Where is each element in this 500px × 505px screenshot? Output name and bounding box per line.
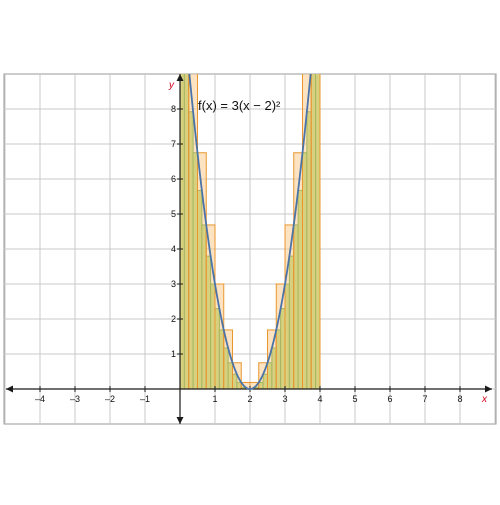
x-axis-arrow-right bbox=[485, 385, 492, 393]
x-tick-label: –1 bbox=[140, 394, 150, 404]
x-tick-label: 4 bbox=[317, 394, 322, 404]
y-tick-label: 2 bbox=[171, 314, 176, 324]
upper-rectangle bbox=[179, 74, 190, 390]
y-axis-label: y bbox=[168, 80, 175, 91]
y-tick-label: 7 bbox=[171, 139, 176, 149]
y-tick-label: 1 bbox=[171, 349, 176, 359]
x-tick-label: 3 bbox=[282, 394, 287, 404]
upper-rectangle bbox=[310, 74, 321, 390]
x-tick-label: 5 bbox=[352, 394, 357, 404]
x-tick-label: 2 bbox=[247, 394, 252, 404]
function-label: f(x) = 3(x − 2)² bbox=[198, 98, 281, 113]
x-tick-label: 1 bbox=[212, 394, 217, 404]
x-tick-label: 8 bbox=[457, 394, 462, 404]
upper-rectangles bbox=[179, 74, 321, 390]
grid bbox=[3, 73, 497, 425]
x-tick-label: –2 bbox=[105, 394, 115, 404]
upper-rectangle bbox=[214, 283, 225, 390]
upper-rectangle bbox=[275, 283, 286, 390]
function-curve-group bbox=[188, 74, 312, 390]
upper-rectangle bbox=[284, 224, 295, 390]
y-tick-label: 5 bbox=[171, 209, 176, 219]
y-tick-label: 4 bbox=[171, 244, 176, 254]
x-tick-label: 7 bbox=[422, 394, 427, 404]
y-axis-arrow-top bbox=[176, 74, 184, 81]
x-axis-arrow-left bbox=[6, 385, 13, 393]
upper-rectangle bbox=[205, 224, 216, 390]
y-tick-label: 3 bbox=[171, 279, 176, 289]
y-axis-arrow-bottom bbox=[176, 417, 184, 424]
x-axis-label: x bbox=[481, 394, 488, 405]
y-tick-label: 8 bbox=[171, 104, 176, 114]
x-tick-label: –3 bbox=[70, 394, 80, 404]
x-tick-label: –4 bbox=[35, 394, 45, 404]
tick-labels: –4 –3 –2 –1 1 2 3 4 5 6 7 8 1 2 3 4 5 6 7 8 bbox=[35, 104, 463, 404]
y-tick-label: 6 bbox=[171, 174, 176, 184]
x-tick-label: 6 bbox=[387, 394, 392, 404]
function-curve bbox=[188, 74, 312, 390]
